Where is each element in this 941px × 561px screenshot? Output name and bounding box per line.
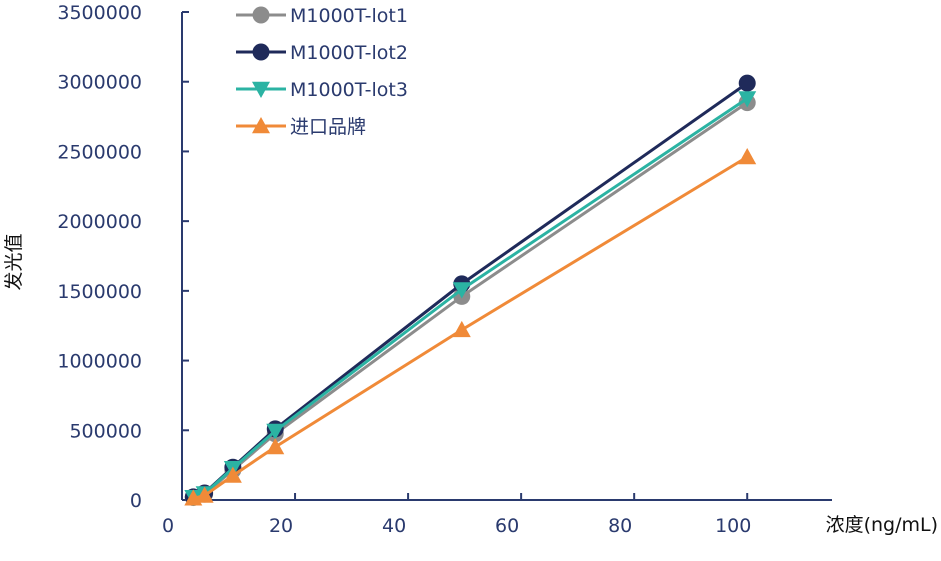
legend-marker [252,81,270,98]
x-tick-label: 40 [382,515,406,537]
legend-item: 进口品牌 [236,116,366,138]
data-point [195,486,214,503]
legend-label: M1000T-lot2 [290,42,408,64]
x-ticks: 0 20 40 60 80 100 [162,493,751,537]
series-layer [184,74,757,507]
y-tick-label: 0 [130,490,142,512]
y-tick-label: 2000000 [57,211,142,233]
y-ticks: 0 500000 1000000 1500000 2000000 2500000 30000… [57,2,189,512]
y-tick-label: 1500000 [57,281,142,303]
legend: M1000T-lot1 M1000T-lot2 M1000T-lot3 进口品牌 [236,5,408,138]
x-tick-label: 0 [162,515,174,537]
data-point [266,423,285,440]
x-axis-title: 浓度(ng/mL) [826,514,938,536]
legend-item: M1000T-lot1 [236,5,408,27]
legend-item: M1000T-lot3 [236,79,408,101]
y-tick-label: 1000000 [57,351,142,373]
legend-label: M1000T-lot3 [290,79,408,101]
legend-marker [252,43,270,61]
y-tick-label: 3000000 [57,72,142,94]
plot-axes [181,12,832,501]
data-point [266,438,285,455]
y-tick-label: 2500000 [57,141,142,163]
legend-marker [252,117,270,134]
data-point [452,320,471,338]
series-1 [184,94,756,506]
data-point [738,91,757,108]
x-tick-label: 80 [608,515,632,537]
data-point [738,74,756,92]
x-tick-label: 100 [715,515,751,537]
y-tick-label: 500000 [69,420,142,442]
data-point [738,148,757,165]
y-axis-title: 发光值 [3,233,25,290]
data-point [452,282,471,299]
x-tick-label: 20 [269,515,293,537]
legend-label: M1000T-lot1 [290,5,408,27]
legend-label: 进口品牌 [290,116,366,138]
data-point [223,466,242,483]
legend-item: M1000T-lot2 [236,42,408,64]
y-tick-label: 3500000 [57,2,142,24]
x-tick-label: 60 [495,515,519,537]
legend-marker [252,6,270,24]
series-4 [184,148,757,506]
